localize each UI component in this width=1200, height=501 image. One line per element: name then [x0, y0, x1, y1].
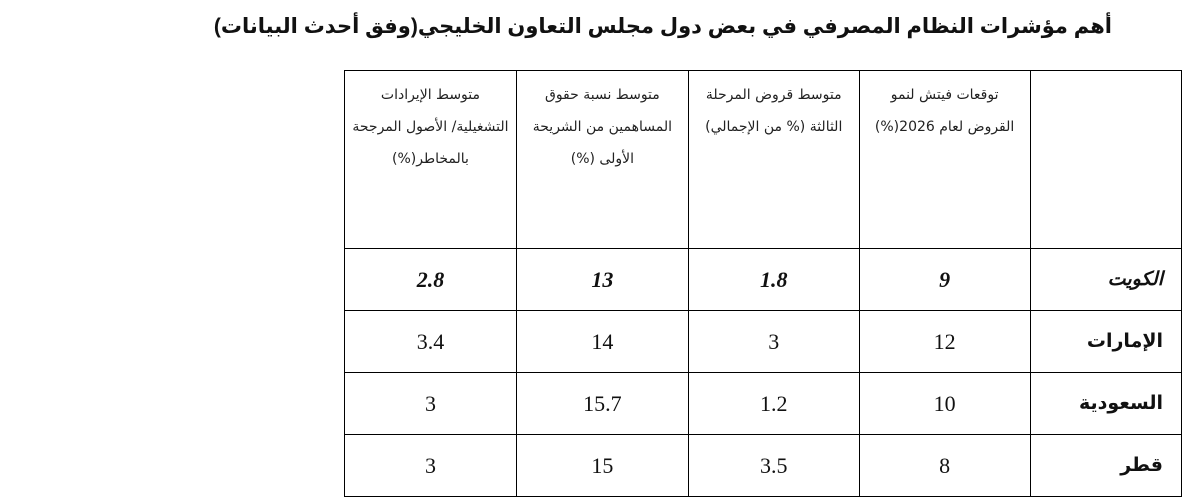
table-header-row: توقعات فيتش لنمو القروض لعام 2026(%) متو… [344, 70, 1183, 249]
value-cell: 3 [344, 372, 517, 435]
header-cell-tier1-equity: متوسط نسبة حقوق المساهمين من الشريحة الأ… [515, 70, 689, 249]
value-cell: 10 [858, 372, 1031, 435]
value-cell: 12 [858, 310, 1031, 373]
header-cell-country [1029, 70, 1183, 249]
table-row: السعودية 10 1.2 15.7 3 [344, 372, 1183, 435]
header-cell-stage3-loans: متوسط قروض المرحلة الثالثة (% من الإجمال… [687, 70, 860, 249]
table-row: الإمارات 12 3 14 3.4 [344, 310, 1183, 373]
country-cell: الكويت [1029, 248, 1183, 311]
value-cell: 1.8 [687, 248, 860, 311]
table-row: قطر 8 3.5 15 3 [344, 434, 1183, 497]
value-cell: 8 [858, 434, 1031, 497]
country-cell: الإمارات [1029, 310, 1183, 373]
value-cell: 14 [515, 310, 689, 373]
value-cell: 15.7 [515, 372, 689, 435]
header-cell-fitch-loan-growth: توقعات فيتش لنمو القروض لعام 2026(%) [858, 70, 1031, 249]
value-cell: 3 [687, 310, 860, 373]
country-cell: السعودية [1029, 372, 1183, 435]
value-cell: 3.4 [344, 310, 517, 373]
page-title: أهم مؤشرات النظام المصرفي في بعض دول مجل… [213, 15, 1112, 38]
value-cell: 9 [858, 248, 1031, 311]
value-cell: 3.5 [687, 434, 860, 497]
value-cell: 3 [344, 434, 517, 497]
value-cell: 1.2 [687, 372, 860, 435]
value-cell: 13 [515, 248, 689, 311]
header-cell-operating-income: متوسط الإيرادات التشغيلية/ الأصول المرجح… [344, 70, 517, 249]
country-cell: قطر [1029, 434, 1183, 497]
value-cell: 2.8 [344, 248, 517, 311]
indicators-table: توقعات فيتش لنمو القروض لعام 2026(%) متو… [344, 70, 1183, 497]
value-cell: 15 [515, 434, 689, 497]
table-row: الكويت 9 1.8 13 2.8 [344, 248, 1183, 311]
